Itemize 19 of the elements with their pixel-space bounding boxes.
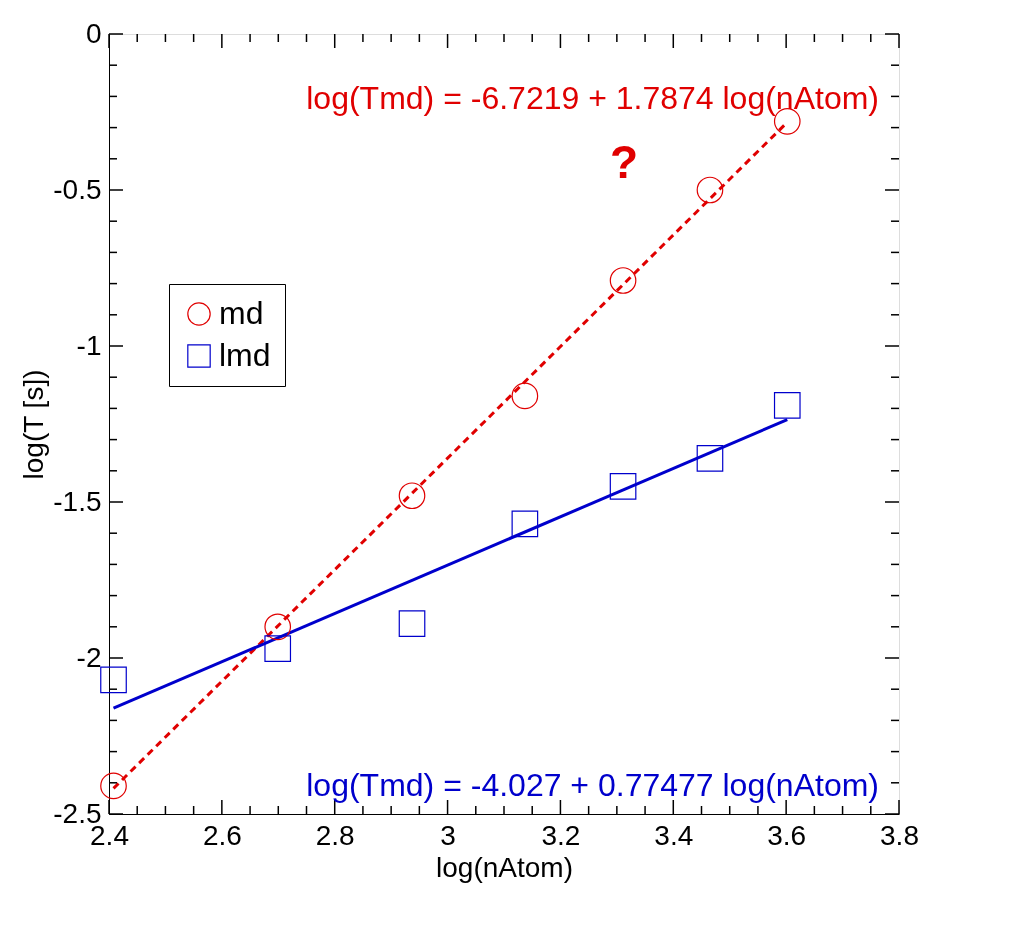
annotation: ? bbox=[609, 136, 639, 188]
x-tick-label: 2.6 bbox=[202, 819, 242, 851]
y-tick-label: -2 bbox=[76, 641, 102, 673]
x-tick-label: 3.4 bbox=[654, 819, 694, 851]
annotation: log(Tmd) = -4.027 + 0.77477 log(nAtom) bbox=[306, 767, 879, 803]
x-tick-label: 2.8 bbox=[315, 819, 355, 851]
x-tick-label: 3 bbox=[440, 819, 456, 851]
x-tick-label: 3.2 bbox=[541, 819, 581, 851]
x-tick-label: 3.8 bbox=[880, 819, 919, 851]
y-tick-label: -1.5 bbox=[53, 485, 102, 517]
y-axis-title: log(T [s]) bbox=[18, 369, 50, 480]
y-tick-label: 0 bbox=[85, 17, 102, 49]
annotation: log(Tmd) = -6.7219 + 1.7874 log(nAtom) bbox=[306, 80, 879, 116]
y-tick-label: -0.5 bbox=[53, 173, 102, 205]
legend-label: md bbox=[219, 295, 264, 331]
x-axis-title: log(nAtom) bbox=[436, 851, 573, 883]
x-tick-label: 3.6 bbox=[767, 819, 807, 851]
legend-label: lmd bbox=[219, 337, 271, 373]
y-tick-label: -1 bbox=[76, 329, 102, 361]
